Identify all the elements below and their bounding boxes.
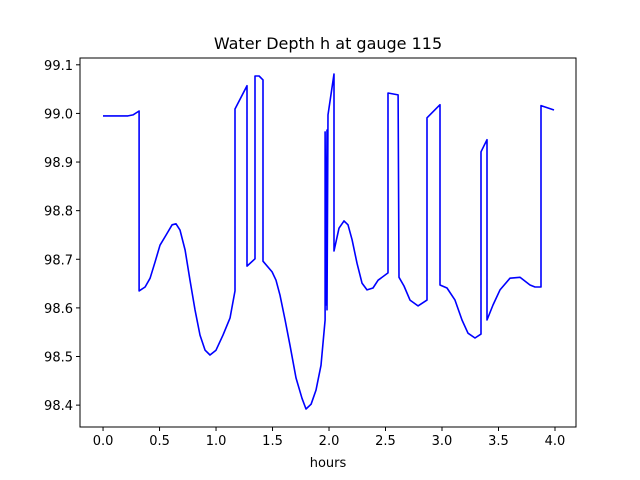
axes-frame <box>79 57 577 428</box>
y-tick-label: 99.1 <box>44 59 73 74</box>
chart-title: Water Depth h at gauge 115 <box>214 34 442 53</box>
x-tick-label: 3.5 <box>488 434 509 449</box>
x-tick-label: 4.0 <box>545 434 566 449</box>
x-axis: 0.0 0.5 1.0 1.5 2.0 2.5 3.0 3.5 4.0 <box>93 427 566 449</box>
x-tick-label: 0.0 <box>93 434 114 449</box>
x-tick-label: 3.0 <box>432 434 453 449</box>
y-tick-label: 98.5 <box>44 351 73 366</box>
series-line-h <box>103 73 555 410</box>
y-tick-label: 98.8 <box>44 205 73 220</box>
y-tick-label: 98.4 <box>44 399 73 414</box>
x-tick-label: 2.5 <box>375 434 396 449</box>
x-tick-label: 2.0 <box>319 434 340 449</box>
y-tick-label: 98.6 <box>44 302 73 317</box>
x-tick-label: 0.5 <box>149 434 170 449</box>
x-tick-label: 1.0 <box>206 434 227 449</box>
y-tick-label: 98.7 <box>44 253 73 268</box>
x-axis-label: hours <box>310 456 347 471</box>
y-tick-label: 98.9 <box>44 156 73 171</box>
y-tick-label: 99.0 <box>44 107 73 122</box>
series-line-group <box>103 73 555 410</box>
y-axis: 98.4 98.5 98.6 98.7 98.8 98.9 99.0 99.1 <box>44 59 80 414</box>
x-tick-label: 1.5 <box>262 434 283 449</box>
